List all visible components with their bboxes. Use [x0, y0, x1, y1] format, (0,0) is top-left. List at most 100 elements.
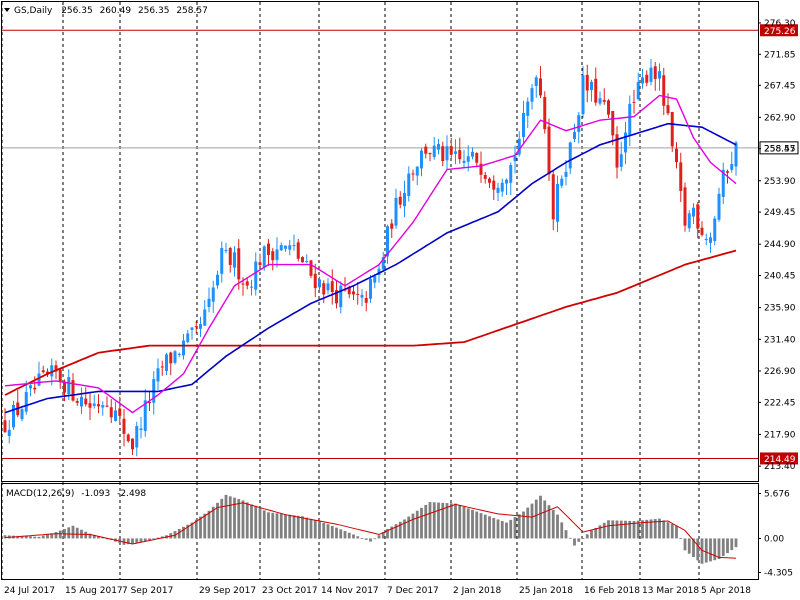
macd-bar: [296, 515, 300, 539]
candle-body: [662, 75, 666, 106]
candle-body: [12, 405, 15, 428]
candle-body: [607, 100, 610, 115]
date-tick-label: 5 Apr 2018: [701, 586, 751, 596]
macd-bar: [97, 536, 100, 539]
candle-body: [556, 183, 559, 222]
candle-body: [352, 291, 355, 295]
macd-bar: [258, 508, 262, 539]
candle-body: [534, 77, 538, 87]
macd-bar: [441, 502, 445, 539]
macd-header: MACD(12,26,9) -1.093 -2.498: [6, 489, 146, 499]
candle-body: [101, 405, 105, 408]
candle-body: [475, 153, 479, 163]
macd-bar: [513, 517, 517, 539]
candle-body: [466, 156, 470, 162]
candle-body: [105, 405, 109, 407]
macd-bar: [462, 506, 466, 539]
price-tick-label: 240.45: [764, 272, 796, 282]
candle-body: [194, 326, 198, 328]
candle-body: [670, 111, 674, 147]
candle-body: [322, 283, 326, 295]
date-tick-label: 13 Mar 2018: [642, 586, 699, 596]
candle-body: [63, 381, 66, 393]
macd-bar: [483, 514, 487, 539]
candle-body: [97, 404, 100, 407]
candle-body: [224, 249, 228, 251]
macd-bar: [607, 520, 610, 539]
candle-body: [233, 252, 236, 268]
candle-body: [513, 156, 517, 162]
macd-bar: [432, 502, 436, 539]
candle-body: [683, 187, 687, 226]
candle-body: [326, 283, 330, 291]
macd-bar: [24, 536, 28, 539]
macd-bar: [437, 502, 440, 539]
candle-body: [675, 148, 678, 163]
candle-body: [309, 260, 313, 276]
candle-body: [581, 75, 585, 115]
macd-bar: [500, 521, 504, 539]
macd-bar: [152, 538, 156, 540]
candle-body: [50, 365, 54, 377]
candle-body: [496, 187, 500, 193]
candle-body: [7, 429, 11, 437]
macd-bar: [573, 538, 576, 546]
macd-bar: [33, 536, 37, 539]
candle-body: [356, 293, 360, 295]
candle-body: [505, 179, 508, 184]
candle-body: [641, 77, 644, 84]
macd-bar: [309, 518, 313, 539]
candle-body: [284, 245, 287, 249]
price-tick-label: 253.90: [764, 177, 796, 187]
candle-body: [318, 279, 321, 288]
candle-body: [377, 268, 381, 275]
macd-bar: [156, 537, 160, 539]
macd-bar: [530, 503, 534, 539]
candle-body: [704, 238, 708, 240]
price-tick-label: 226.90: [764, 367, 796, 377]
low-value: 256.35: [138, 6, 170, 16]
macd-bar: [373, 538, 377, 540]
macd-bar: [131, 538, 134, 544]
level-tag-label: 275.26: [764, 27, 796, 37]
candle-body: [398, 196, 402, 205]
macd-bar: [653, 519, 657, 539]
candle-body: [173, 351, 177, 363]
macd-bar: [390, 526, 394, 539]
candle-body: [539, 78, 542, 96]
macd-bar: [339, 529, 343, 539]
macd-bar: [522, 511, 525, 539]
candle-body: [148, 402, 151, 404]
candle-body: [67, 377, 71, 395]
dropdown-triangle-icon[interactable]: [4, 8, 10, 12]
candle-body: [615, 134, 619, 168]
candle-body: [509, 164, 513, 183]
candle-body: [658, 71, 661, 79]
macd-bar: [420, 507, 423, 539]
macd-bar: [717, 538, 721, 560]
macd-bar: [279, 513, 283, 539]
macd-bar: [424, 504, 428, 539]
candle-body: [407, 173, 411, 197]
macd-bar: [590, 530, 593, 539]
candle-body: [330, 281, 334, 293]
candle-body: [649, 67, 653, 82]
macd-bar: [356, 536, 360, 539]
macd-bar: [394, 524, 398, 539]
candle-body: [441, 146, 445, 161]
candle-body: [126, 434, 130, 442]
level-tag-label: 258.57: [764, 144, 796, 154]
macd-bar: [360, 538, 364, 539]
macd-bar: [54, 532, 58, 539]
macd-bar: [245, 502, 249, 539]
macd-bar: [687, 538, 691, 554]
main-panel-frame: [1, 1, 759, 482]
macd-histogram: [3, 494, 738, 564]
candle-body: [445, 146, 449, 161]
macd-bar: [560, 522, 564, 539]
candle-body: [271, 251, 275, 261]
candle-body: [313, 273, 317, 289]
candle-body: [411, 173, 415, 175]
level-tag: [760, 24, 798, 37]
candle-body: [305, 261, 309, 263]
